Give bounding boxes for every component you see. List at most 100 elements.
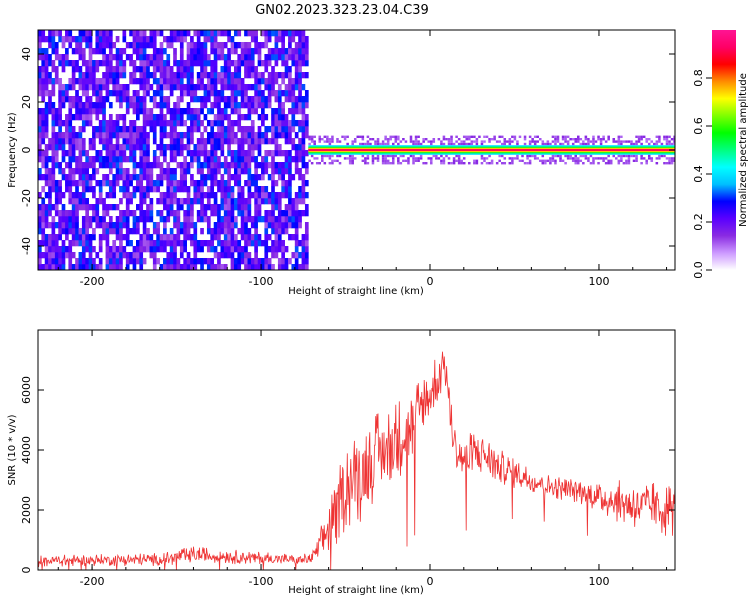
noise-cell <box>220 246 225 253</box>
snr-y-tick-label: 0 <box>20 567 33 574</box>
noise-cell <box>288 156 292 163</box>
noise-cell <box>274 228 279 235</box>
noise-cell <box>105 30 110 37</box>
noise-cell <box>85 204 89 211</box>
noise-cell <box>48 60 52 67</box>
noise-cell <box>247 252 252 259</box>
noise-cell <box>71 132 76 139</box>
noise-cell <box>102 60 106 67</box>
noise-cell <box>38 120 42 127</box>
noise-cell <box>210 204 215 211</box>
noise-cell <box>119 66 123 73</box>
noise-cell <box>71 102 76 109</box>
noise-cell <box>41 174 46 181</box>
noise-cell <box>139 240 144 247</box>
noise-cell <box>112 240 117 247</box>
noise-cell <box>163 192 167 199</box>
noise-cell <box>230 102 235 109</box>
noise-cell <box>200 54 204 61</box>
noise-cell <box>122 96 127 103</box>
noise-cell <box>190 258 194 265</box>
noise-cell <box>223 30 228 37</box>
noise-cell <box>281 240 285 247</box>
noise-cell <box>75 138 79 145</box>
noise-cell <box>254 246 258 253</box>
noise-cell <box>217 144 221 151</box>
halo-cell <box>574 140 577 143</box>
noise-cell <box>288 168 292 175</box>
noise-cell <box>264 78 269 85</box>
noise-cell <box>152 246 157 253</box>
noise-cell <box>88 66 93 73</box>
noise-cell <box>132 210 137 217</box>
noise-cell <box>288 90 292 97</box>
noise-cell <box>244 222 248 229</box>
noise-cell <box>44 180 49 187</box>
noise-cell <box>264 54 269 61</box>
noise-cell <box>264 150 269 157</box>
noise-cell <box>88 36 93 43</box>
halo-cell <box>574 157 577 160</box>
noise-cell <box>142 120 147 127</box>
noise-cell <box>220 126 225 133</box>
halo-cell <box>556 135 560 138</box>
noise-cell <box>122 30 127 37</box>
noise-cell <box>71 198 76 205</box>
noise-cell <box>288 72 292 79</box>
noise-cell <box>200 108 204 115</box>
noise-cell <box>95 60 100 67</box>
noise-cell <box>294 192 299 199</box>
noise-cell <box>230 228 235 235</box>
noise-cell <box>237 240 242 247</box>
noise-cell <box>51 162 56 169</box>
noise-cell <box>105 258 110 265</box>
noise-cell <box>284 72 289 79</box>
noise-cell <box>102 204 106 211</box>
noise-cell <box>139 36 144 43</box>
halo-cell <box>364 157 367 160</box>
noise-cell <box>95 198 100 205</box>
noise-cell <box>298 48 302 55</box>
halo-cell <box>647 157 651 160</box>
noise-cell <box>108 30 113 37</box>
halo-cell <box>564 162 567 165</box>
noise-cell <box>277 240 282 247</box>
noise-cell <box>169 228 174 235</box>
noise-cell <box>142 192 147 199</box>
noise-cell <box>75 228 79 235</box>
noise-cell <box>129 102 133 109</box>
noise-cell <box>288 162 292 169</box>
halo-cell <box>526 154 529 158</box>
halo-cell <box>541 142 545 146</box>
noise-cell <box>156 162 160 169</box>
noise-cell <box>78 204 83 211</box>
noise-cell <box>223 180 228 187</box>
noise-cell <box>277 228 282 235</box>
halo-cell <box>371 154 375 158</box>
noise-cell <box>173 210 177 217</box>
noise-cell <box>250 66 255 73</box>
noise-cell <box>132 72 137 79</box>
halo-cell <box>468 138 471 141</box>
noise-cell <box>230 162 235 169</box>
noise-cell <box>301 198 306 205</box>
halo-cell <box>348 162 352 165</box>
spectrogram-y-tick-label: 40 <box>20 47 33 61</box>
noise-cell <box>132 42 137 49</box>
halo-cell <box>414 142 418 146</box>
noise-cell <box>44 108 49 115</box>
noise-cell <box>115 90 120 97</box>
noise-cell <box>146 216 150 223</box>
noise-cell <box>115 36 120 43</box>
noise-cell <box>78 198 83 205</box>
noise-cell <box>210 186 215 193</box>
snr-x-label: Height of straight line (km) <box>288 585 424 596</box>
halo-cell <box>511 162 514 165</box>
noise-cell <box>193 252 198 259</box>
noise-cell <box>142 210 147 217</box>
noise-cell <box>240 102 245 109</box>
noise-cell <box>129 132 133 139</box>
noise-cell <box>159 96 164 103</box>
halo-cell <box>328 138 332 141</box>
noise-cell <box>183 120 187 127</box>
